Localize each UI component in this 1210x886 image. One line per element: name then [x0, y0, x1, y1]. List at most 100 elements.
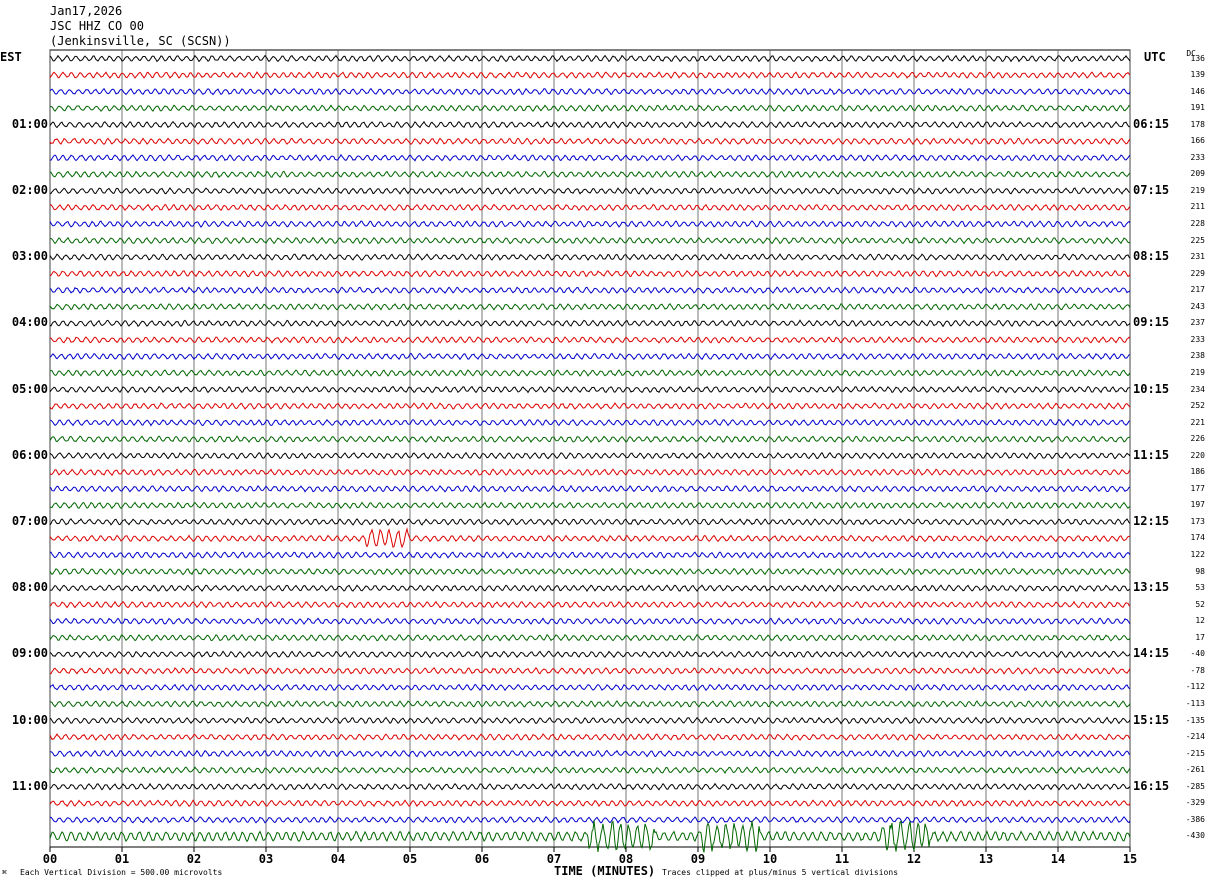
trace-22	[49, 418, 1131, 427]
trace-15	[49, 302, 1131, 311]
dc-offset-value: -214	[1185, 732, 1205, 742]
trace-41	[49, 733, 1131, 741]
trace-47	[49, 820, 1131, 853]
dc-offset-value: -112	[1185, 682, 1205, 692]
dc-offset-value: 186	[1190, 467, 1205, 477]
dc-offset-value: -285	[1185, 781, 1205, 791]
trace-43	[49, 766, 1131, 775]
dc-offset-value: 98	[1195, 566, 1205, 576]
dc-offset-value: 229	[1190, 268, 1205, 278]
dc-offset-value: 136	[1190, 53, 1205, 63]
trace-27	[49, 501, 1131, 510]
dc-offset-value: 122	[1190, 550, 1205, 559]
left-tick-label: 04:00	[11, 315, 48, 330]
dc-offset-value: 226	[1190, 434, 1205, 444]
x-tick-label: 07	[546, 852, 562, 866]
right-tick-label: 07:15	[1133, 182, 1170, 197]
chart-channel: JSC HHZ CO 00	[50, 19, 144, 33]
x-tick-label: 02	[186, 852, 202, 866]
dc-offset-value: 217	[1190, 285, 1205, 295]
trace-33	[49, 600, 1131, 609]
dc-offset-value: 237	[1190, 318, 1205, 328]
x-tick-label: 04	[330, 852, 346, 866]
dc-offset-value: 252	[1190, 401, 1205, 411]
trace-19	[49, 369, 1131, 377]
trace-13	[49, 269, 1131, 278]
left-tick-label: 02:00	[11, 182, 48, 197]
trace-18	[49, 352, 1131, 361]
dc-offset-value: 174	[1190, 533, 1205, 543]
trace-32	[49, 584, 1131, 593]
trace-20	[49, 385, 1131, 394]
trace-36	[49, 650, 1131, 659]
right-tick-label: 11:15	[1133, 447, 1170, 462]
left-tick-label: 09:00	[11, 646, 48, 661]
x-tick-label: 13	[978, 852, 994, 866]
right-tick-label: 15:15	[1133, 712, 1170, 727]
dc-offset-value: 219	[1190, 185, 1205, 195]
dc-offset-value: 243	[1190, 301, 1205, 311]
chart-station: (Jenkinsville, SC (SCSN))	[50, 34, 231, 48]
trace-38	[49, 683, 1131, 692]
trace-25	[49, 468, 1131, 477]
trace-12	[49, 253, 1131, 261]
x-tick-label: 08	[618, 852, 634, 866]
trace-4	[49, 120, 1131, 129]
trace-40	[49, 716, 1131, 725]
trace-9	[49, 203, 1131, 212]
dc-offset-value: -430	[1185, 831, 1205, 841]
dc-offset-value: 177	[1190, 483, 1205, 493]
trace-16	[49, 319, 1131, 328]
dc-offset-value: -135	[1185, 715, 1205, 725]
dc-offset-value: -329	[1185, 798, 1205, 808]
right-tick-label: 10:15	[1133, 381, 1170, 396]
right-tick-label: 08:15	[1133, 249, 1170, 264]
x-tick-label: 11	[834, 852, 850, 866]
trace-30	[49, 551, 1131, 560]
left-tick-label: 10:00	[11, 712, 48, 727]
trace-45	[49, 799, 1131, 808]
dc-offset-value: 209	[1190, 169, 1205, 179]
x-tick-label: 10	[762, 852, 778, 866]
right-tick-label: 13:15	[1133, 580, 1170, 595]
left-tick-label: 07:00	[11, 513, 48, 528]
x-tick-label: 05	[402, 852, 418, 866]
right-tick-label: 09:15	[1133, 315, 1170, 330]
dc-offset-value: -386	[1185, 814, 1205, 824]
left-tick-label: 08:00	[11, 580, 48, 595]
clip-note: Traces clipped at plus/minus 5 vertical …	[662, 868, 899, 877]
trace-39	[49, 700, 1131, 708]
dc-offset-value: 231	[1190, 252, 1205, 262]
trace-10	[49, 220, 1131, 228]
dc-offset-value: 238	[1190, 351, 1205, 361]
utc-label: UTC	[1144, 50, 1166, 64]
trace-26	[49, 484, 1131, 493]
trace-3	[49, 104, 1131, 113]
trace-8	[49, 187, 1131, 195]
dc-offset-value: 166	[1190, 136, 1205, 146]
trace-44	[49, 782, 1131, 791]
dc-offset-value: 225	[1190, 235, 1205, 245]
x-tick-label: 03	[258, 852, 274, 866]
trace-11	[50, 236, 1131, 245]
trace-17	[49, 335, 1131, 344]
dc-offset-value: 233	[1190, 152, 1205, 162]
dc-label: DC	[1186, 49, 1196, 58]
trace-24	[49, 451, 1131, 460]
trace-46	[49, 815, 1131, 824]
dc-offset-value: -40	[1190, 649, 1205, 659]
left-tick-label: 03:00	[11, 249, 48, 264]
plot-frame	[49, 49, 1131, 848]
chart-date: Jan17,2026	[50, 4, 123, 18]
x-tick-label: 14	[1050, 852, 1066, 866]
trace-5	[49, 137, 1131, 146]
dc-offset-value: 234	[1190, 384, 1205, 394]
dc-offset-value: 228	[1190, 219, 1205, 228]
dc-offset-value: 12	[1195, 616, 1205, 626]
trace-35	[49, 633, 1131, 642]
right-tick-label: 14:15	[1133, 646, 1170, 661]
trace-7	[49, 170, 1131, 179]
dc-offset-value: -78	[1190, 665, 1205, 675]
dc-offset-value: 219	[1190, 367, 1205, 377]
est-label: EST	[0, 50, 22, 64]
